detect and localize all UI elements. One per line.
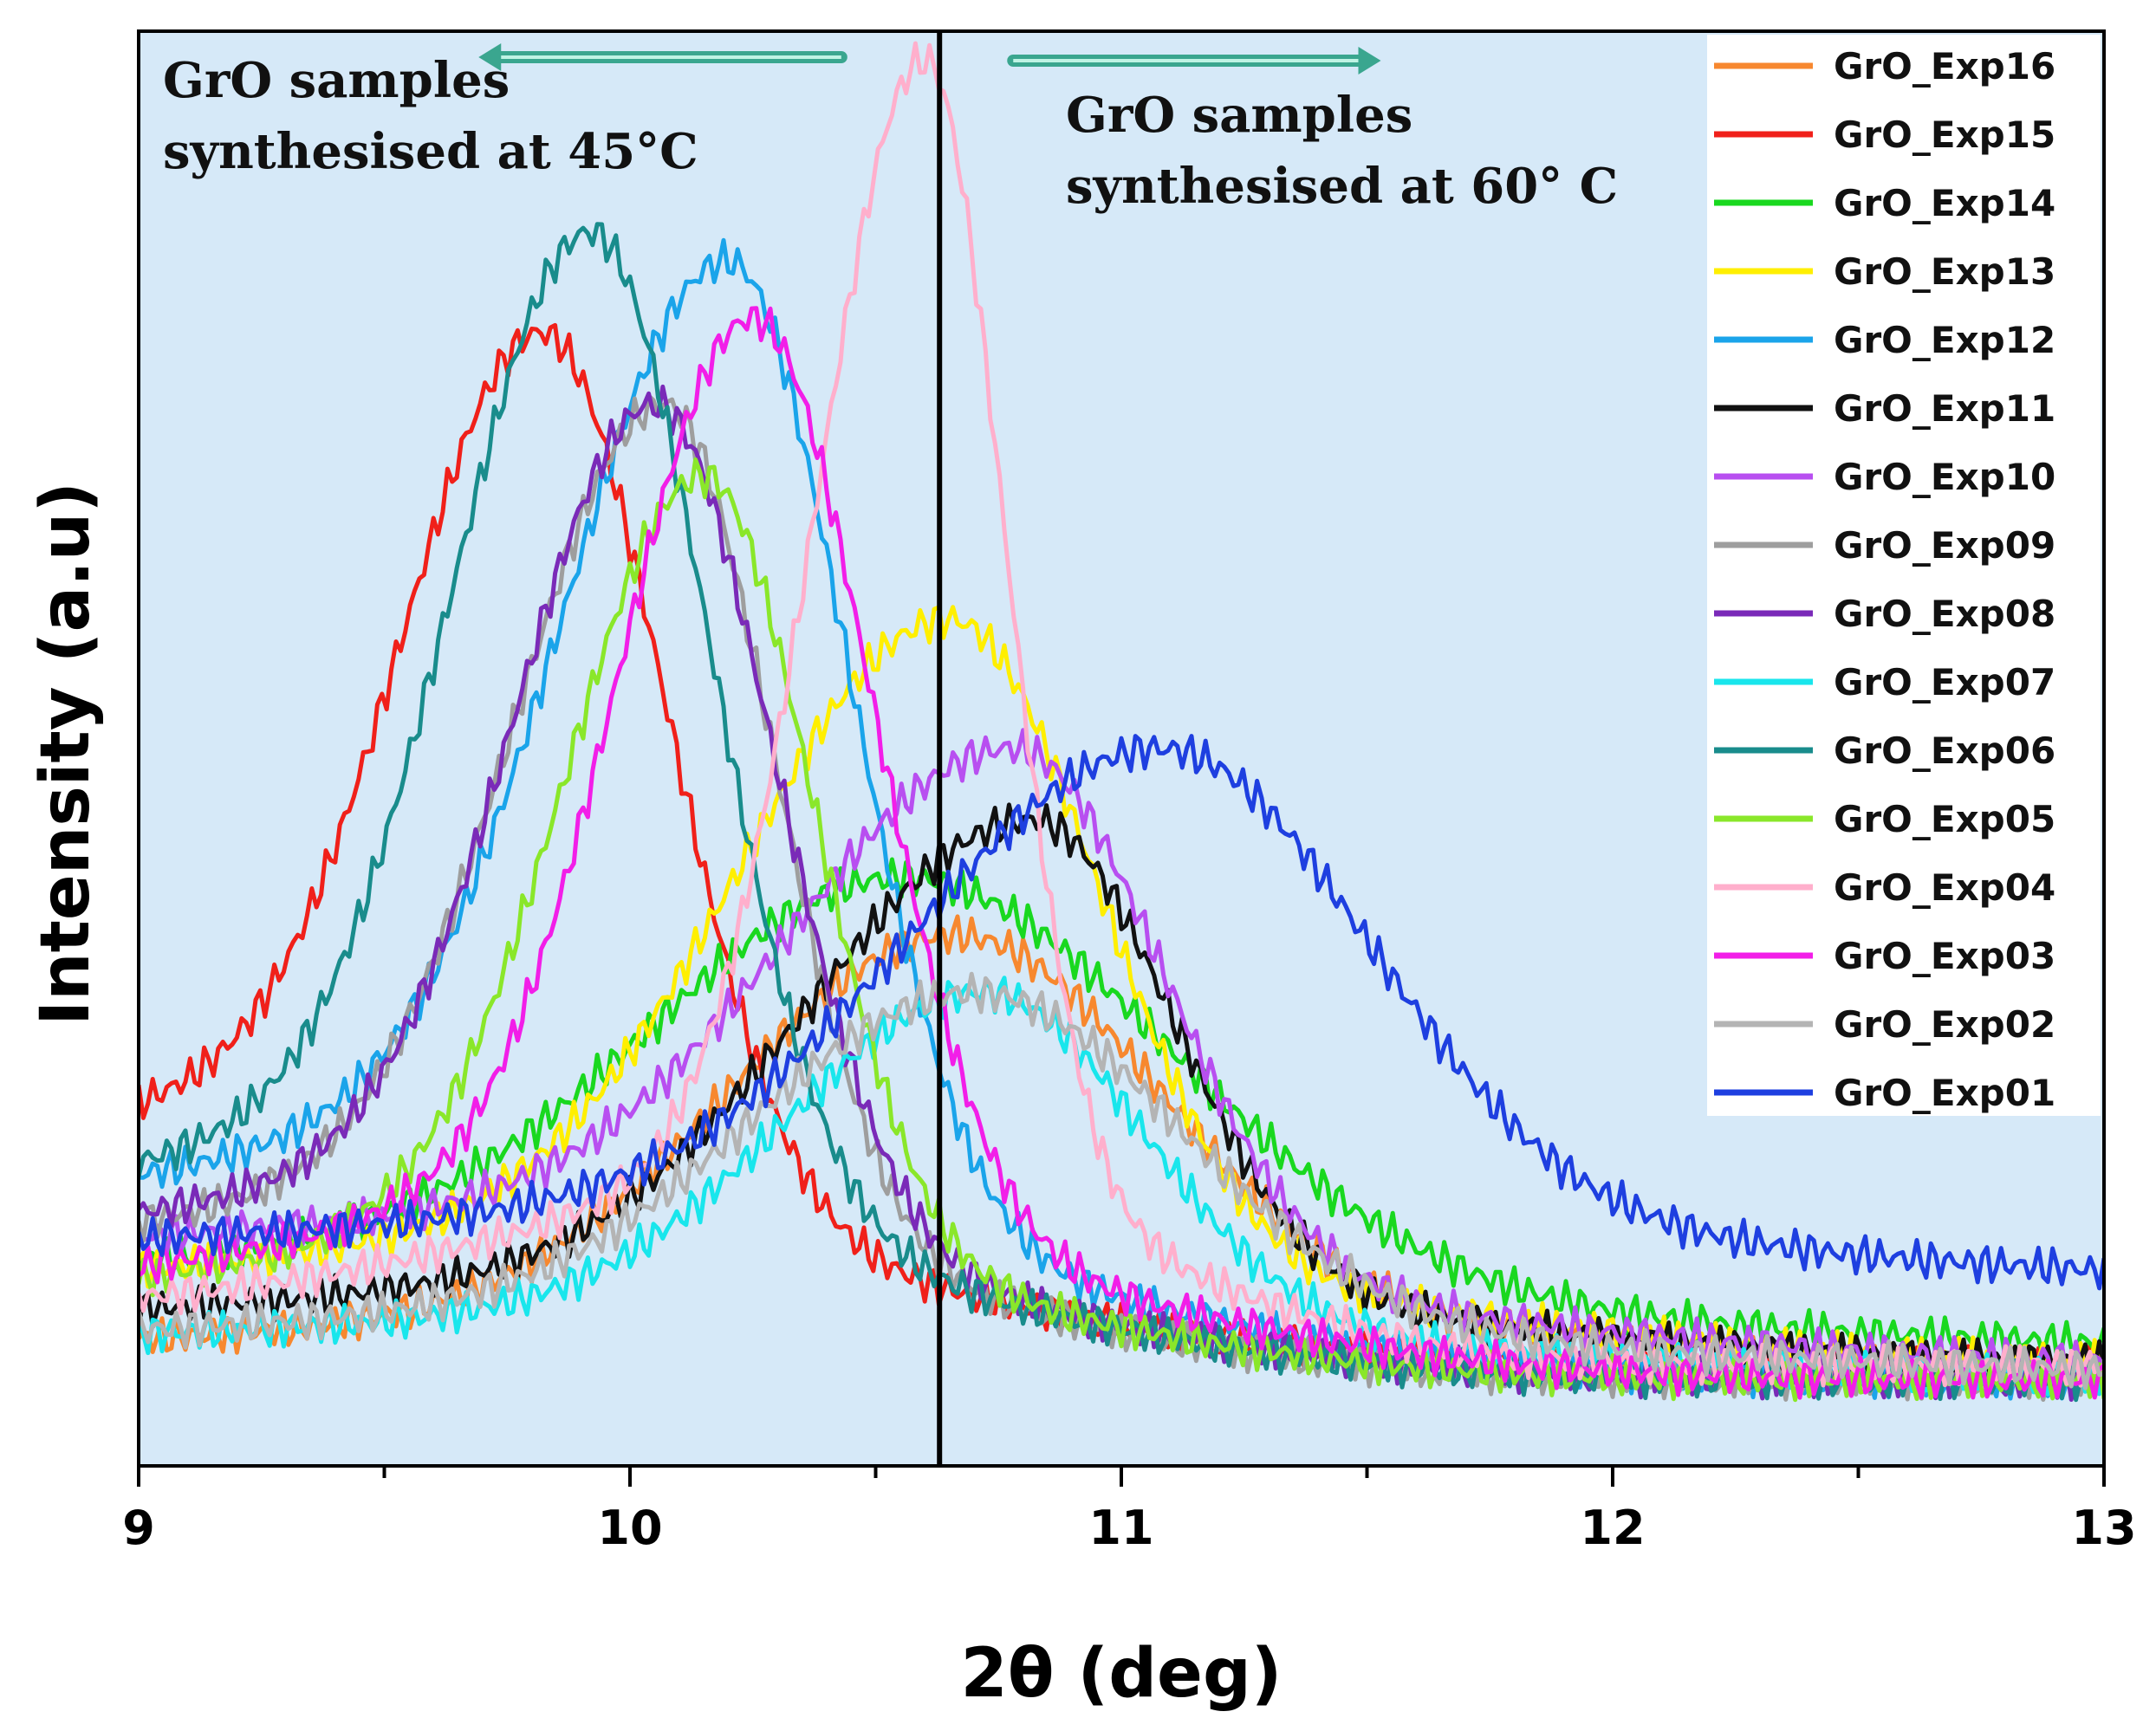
x-tick-label: 12: [1580, 1501, 1645, 1555]
legend-item: GrO_Exp14: [1714, 182, 2055, 224]
legend-item: GrO_Exp16: [1714, 45, 2055, 88]
legend-label: GrO_Exp11: [1834, 387, 2055, 430]
legend-item: GrO_Exp06: [1714, 729, 2055, 772]
annotation-45c: GrO samples synthesised at 45°C: [163, 43, 847, 180]
legend-item: GrO_Exp07: [1714, 661, 2055, 703]
legend-item: GrO_Exp04: [1714, 866, 2055, 909]
series-line-gro-exp14: [139, 857, 2104, 1362]
axes: 9 10 11 12 13: [122, 1466, 2137, 1555]
series-line-gro-exp10: [139, 728, 2104, 1381]
legend-item: GrO_Exp03: [1714, 935, 2055, 977]
legend-label: GrO_Exp05: [1834, 798, 2055, 840]
legend-item: GrO_Exp10: [1714, 456, 2055, 498]
legend-label: GrO_Exp03: [1834, 935, 2055, 977]
legend-item: GrO_Exp12: [1714, 319, 2055, 361]
annotation-45c-text-line: GrO samples: [163, 52, 510, 109]
legend-item: GrO_Exp02: [1714, 1003, 2055, 1046]
legend-item: GrO_Exp13: [1714, 250, 2055, 293]
legend-label: GrO_Exp15: [1834, 113, 2055, 156]
legend-item: GrO_Exp01: [1714, 1072, 2055, 1114]
legend: GrO_Exp16 GrO_Exp15 GrO_Exp14 GrO_Exp13 GrO_…: [1707, 35, 2101, 1116]
legend-item: GrO_Exp09: [1714, 524, 2055, 567]
legend-label: GrO_Exp02: [1834, 1003, 2055, 1046]
x-tick-label: 11: [1088, 1501, 1153, 1555]
legend-label: GrO_Exp01: [1834, 1072, 2055, 1114]
legend-label: GrO_Exp07: [1834, 661, 2055, 703]
x-tick-label: 13: [2071, 1501, 2136, 1555]
x-tick-label: 9: [122, 1501, 155, 1555]
legend-label: GrO_Exp08: [1834, 593, 2055, 635]
legend-label: GrO_Exp13: [1834, 250, 2055, 293]
legend-item: GrO_Exp08: [1714, 593, 2055, 635]
annotation-60c-text-line: synthesised at 60° C: [1066, 158, 1618, 215]
series-group: [139, 41, 2104, 1403]
legend-label: GrO_Exp14: [1834, 182, 2055, 224]
annotation-60c-text-line: GrO samples: [1066, 87, 1412, 144]
series-line-gro-exp05: [139, 457, 2104, 1403]
annotation-60c: GrO samples synthesised at 60° C: [1007, 47, 1618, 215]
legend-label: GrO_Exp12: [1834, 319, 2055, 361]
annotation-45c-text-line: synthesised at 45°C: [163, 123, 698, 180]
x-tick-label: 10: [597, 1501, 662, 1555]
y-axis-title: Intensity (a.u): [27, 482, 105, 1026]
legend-label: GrO_Exp04: [1834, 866, 2055, 909]
x-axis-title: 2θ (deg): [961, 1635, 1283, 1713]
legend-label: GrO_Exp16: [1834, 45, 2055, 88]
series-line-gro-exp02: [139, 971, 2104, 1391]
legend-item: GrO_Exp05: [1714, 798, 2055, 840]
legend-label: GrO_Exp10: [1834, 456, 2055, 498]
annotation-45c-arrow-head: [478, 43, 502, 71]
series-line-gro-exp01: [139, 734, 2104, 1291]
legend-label: GrO_Exp09: [1834, 524, 2055, 567]
legend-item: GrO_Exp15: [1714, 113, 2055, 156]
legend-background: [1707, 35, 2101, 1116]
legend-label: GrO_Exp06: [1834, 729, 2055, 772]
annotation-60c-arrow-head: [1358, 47, 1381, 75]
legend-item: GrO_Exp11: [1714, 387, 2055, 430]
series-line-gro-exp04: [139, 41, 2104, 1388]
